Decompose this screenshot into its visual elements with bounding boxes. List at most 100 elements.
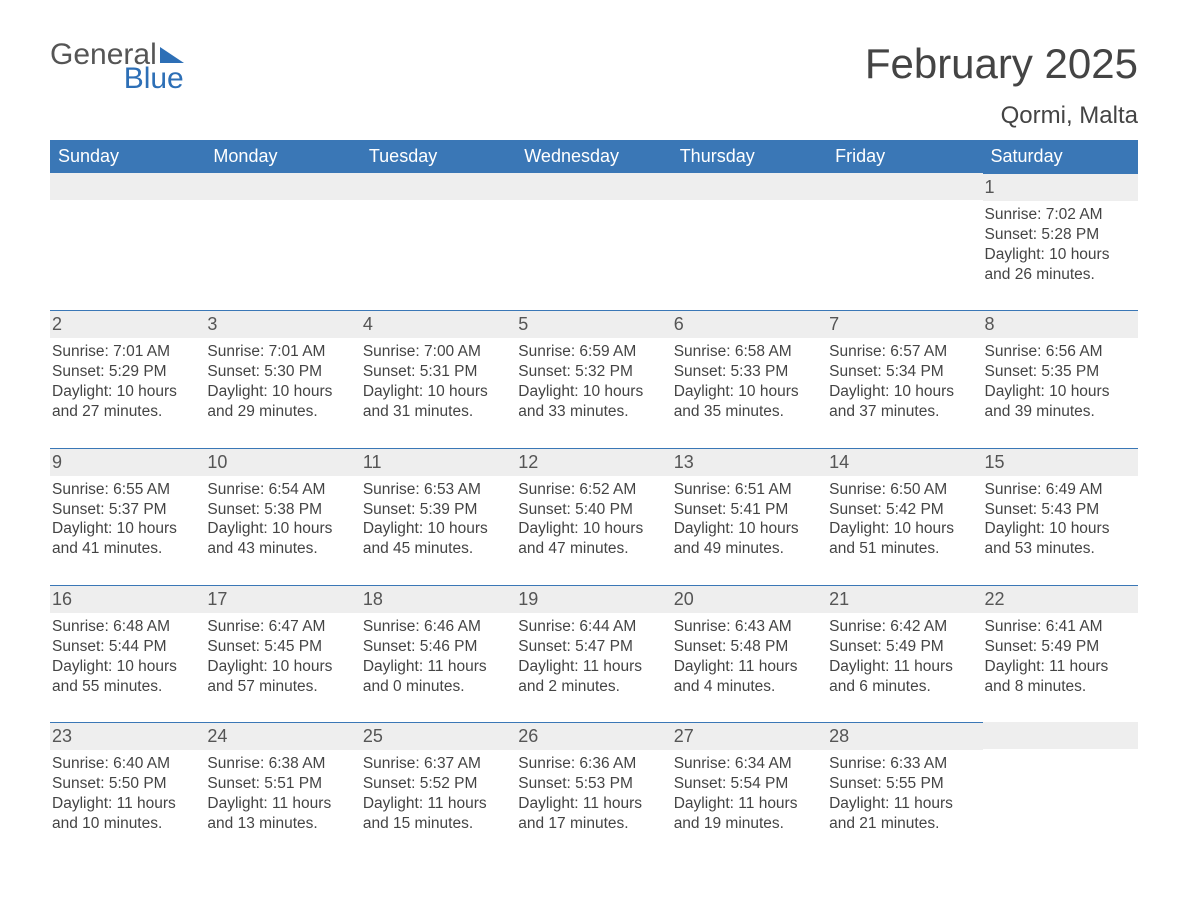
calendar-week: 16Sunrise: 6:48 AMSunset: 5:44 PMDayligh… xyxy=(50,585,1138,722)
day-number: 24 xyxy=(205,723,360,750)
daylight-text: Daylight: 10 hours and 45 minutes. xyxy=(363,519,510,559)
sunset-text: Sunset: 5:30 PM xyxy=(207,362,354,382)
calendar-week: 9 Sunrise: 6:55 AMSunset: 5:37 PM Daylight… xyxy=(50,448,1138,585)
day-header: Monday xyxy=(205,140,360,173)
daylight-text: Daylight: 10 hours and 37 minutes. xyxy=(829,382,976,422)
sunrise-text: Sunrise: 6:51 AM xyxy=(674,480,821,500)
sunset-text: Sunset: 5:49 PM xyxy=(985,637,1132,657)
day-number: 27 xyxy=(672,723,827,750)
calendar-cell: 20Sunrise: 6:43 AMSunset: 5:48 PMDayligh… xyxy=(672,585,827,722)
sunrise-text: Sunrise: 6:38 AM xyxy=(207,754,354,774)
calendar-cell: 10Sunrise: 6:54 AMSunset: 5:38 PMDayligh… xyxy=(205,448,360,585)
calendar-header: SundayMondayTuesdayWednesdayThursdayFrid… xyxy=(50,140,1138,173)
title-block: February 2025 Qormi, Malta xyxy=(865,40,1138,130)
daylight-text: Daylight: 10 hours and 26 minutes. xyxy=(985,245,1132,285)
daylight-text: Daylight: 10 hours and 39 minutes. xyxy=(985,382,1132,422)
day-number: 19 xyxy=(516,586,671,613)
sunset-text: Sunset: 5:54 PM xyxy=(674,774,821,794)
calendar-cell: 16Sunrise: 6:48 AMSunset: 5:44 PMDayligh… xyxy=(50,585,205,722)
day-number: 11 xyxy=(361,449,516,476)
sunrise-text: Sunrise: 6:46 AM xyxy=(363,617,510,637)
calendar-table: SundayMondayTuesdayWednesdayThursdayFrid… xyxy=(50,140,1138,860)
daylight-text: Daylight: 11 hours and 0 minutes. xyxy=(363,657,510,697)
day-number: 23 xyxy=(50,723,205,750)
day-number: 10 xyxy=(205,449,360,476)
calendar-cell: 12Sunrise: 6:52 AMSunset: 5:40 PMDayligh… xyxy=(516,448,671,585)
day-number: 16 xyxy=(50,586,205,613)
calendar-cell: 9Sunrise: 6:55 AMSunset: 5:37 PMDaylight… xyxy=(50,448,205,585)
sunrise-text: Sunrise: 7:02 AM xyxy=(985,205,1132,225)
calendar-cell: 8Sunrise: 6:56 AMSunset: 5:35 PMDaylight… xyxy=(983,310,1138,447)
logo-triangle-icon xyxy=(160,47,184,63)
daylight-text: Daylight: 10 hours and 29 minutes. xyxy=(207,382,354,422)
calendar-cell: 17Sunrise: 6:47 AMSunset: 5:45 PMDayligh… xyxy=(205,585,360,722)
calendar-cell: 25Sunrise: 6:37 AMSunset: 5:52 PMDayligh… xyxy=(361,722,516,859)
daylight-text: Daylight: 11 hours and 6 minutes. xyxy=(829,657,976,697)
daylight-text: Daylight: 10 hours and 27 minutes. xyxy=(52,382,199,422)
sunset-text: Sunset: 5:29 PM xyxy=(52,362,199,382)
daylight-text: Daylight: 11 hours and 10 minutes. xyxy=(52,794,199,834)
day-number: 3 xyxy=(205,311,360,338)
sunset-text: Sunset: 5:28 PM xyxy=(985,225,1132,245)
sunrise-text: Sunrise: 6:52 AM xyxy=(518,480,665,500)
sunset-text: Sunset: 5:34 PM xyxy=(829,362,976,382)
calendar-cell: 28Sunrise: 6:33 AMSunset: 5:55 PMDayligh… xyxy=(827,722,982,859)
calendar-cell: 22Sunrise: 6:41 AMSunset: 5:49 PMDayligh… xyxy=(983,585,1138,722)
sunrise-text: Sunrise: 6:50 AM xyxy=(829,480,976,500)
sunrise-text: Sunrise: 6:55 AM xyxy=(52,480,199,500)
daylight-text: Daylight: 10 hours and 55 minutes. xyxy=(52,657,199,697)
calendar-cell: 1Sunrise: 7:02 AMSunset: 5:28 PMDaylight… xyxy=(983,173,1138,310)
sunrise-text: Sunrise: 6:57 AM xyxy=(829,342,976,362)
daylight-text: Daylight: 11 hours and 21 minutes. xyxy=(829,794,976,834)
sunrise-text: Sunrise: 6:42 AM xyxy=(829,617,976,637)
sunset-text: Sunset: 5:38 PM xyxy=(207,500,354,520)
day-header: Saturday xyxy=(983,140,1138,173)
daylight-text: Daylight: 11 hours and 17 minutes. xyxy=(518,794,665,834)
calendar-cell: 13Sunrise: 6:51 AMSunset: 5:41 PMDayligh… xyxy=(672,448,827,585)
daylight-text: Daylight: 11 hours and 15 minutes. xyxy=(363,794,510,834)
day-header: Wednesday xyxy=(516,140,671,173)
sunrise-text: Sunrise: 6:54 AM xyxy=(207,480,354,500)
calendar-cell: 24Sunrise: 6:38 AMSunset: 5:51 PMDayligh… xyxy=(205,722,360,859)
sunrise-text: Sunrise: 6:58 AM xyxy=(674,342,821,362)
calendar-week: 23Sunrise: 6:40 AMSunset: 5:50 PMDayligh… xyxy=(50,722,1138,859)
sunrise-text: Sunrise: 6:36 AM xyxy=(518,754,665,774)
day-number: 15 xyxy=(983,449,1138,476)
sunset-text: Sunset: 5:50 PM xyxy=(52,774,199,794)
sunrise-text: Sunrise: 6:56 AM xyxy=(985,342,1132,362)
daylight-text: Daylight: 10 hours and 53 minutes. xyxy=(985,519,1132,559)
calendar-cell: 7Sunrise: 6:57 AMSunset: 5:34 PMDaylight… xyxy=(827,310,982,447)
sunrise-text: Sunrise: 6:49 AM xyxy=(985,480,1132,500)
location-label: Qormi, Malta xyxy=(865,102,1138,130)
calendar-cell: 23 Sunrise: 6:40 AMSunset: 5:50 PMDayligh… xyxy=(50,722,205,859)
sunset-text: Sunset: 5:51 PM xyxy=(207,774,354,794)
day-number: 6 xyxy=(672,311,827,338)
calendar-cell: 3Sunrise: 7:01 AMSunset: 5:30 PMDaylight… xyxy=(205,310,360,447)
calendar-cell: 27Sunrise: 6:34 AMSunset: 5:54 PMDayligh… xyxy=(672,722,827,859)
day-number: 21 xyxy=(827,586,982,613)
sunset-text: Sunset: 5:49 PM xyxy=(829,637,976,657)
sunrise-text: Sunrise: 7:00 AM xyxy=(363,342,510,362)
sunset-text: Sunset: 5:39 PM xyxy=(363,500,510,520)
sunrise-text: Sunrise: 6:41 AM xyxy=(985,617,1132,637)
logo: General Blue xyxy=(50,40,184,94)
sunrise-text: Sunrise: 6:40 AM xyxy=(52,754,199,774)
day-header: Tuesday xyxy=(361,140,516,173)
calendar-cell: 5Sunrise: 6:59 AMSunset: 5:32 PMDaylight… xyxy=(516,310,671,447)
daylight-text: Daylight: 10 hours and 35 minutes. xyxy=(674,382,821,422)
sunset-text: Sunset: 5:52 PM xyxy=(363,774,510,794)
day-number: 17 xyxy=(205,586,360,613)
day-number: 9 xyxy=(50,449,205,476)
daylight-text: Daylight: 10 hours and 57 minutes. xyxy=(207,657,354,697)
calendar-body: 0000001Sunrise: 7:02 AMSunset: 5:28 PMDa… xyxy=(50,173,1138,860)
header-row: General Blue February 2025 Qormi, Malta xyxy=(50,40,1138,130)
sunrise-text: Sunrise: 6:44 AM xyxy=(518,617,665,637)
sunset-text: Sunset: 5:48 PM xyxy=(674,637,821,657)
page-title: February 2025 xyxy=(865,40,1138,88)
sunset-text: Sunset: 5:37 PM xyxy=(52,500,199,520)
sunrise-text: Sunrise: 6:48 AM xyxy=(52,617,199,637)
calendar-cell: 19Sunrise: 6:44 AMSunset: 5:47 PMDayligh… xyxy=(516,585,671,722)
calendar-cell: 15Sunrise: 6:49 AMSunset: 5:43 PMDayligh… xyxy=(983,448,1138,585)
day-number: 13 xyxy=(672,449,827,476)
sunset-text: Sunset: 5:31 PM xyxy=(363,362,510,382)
